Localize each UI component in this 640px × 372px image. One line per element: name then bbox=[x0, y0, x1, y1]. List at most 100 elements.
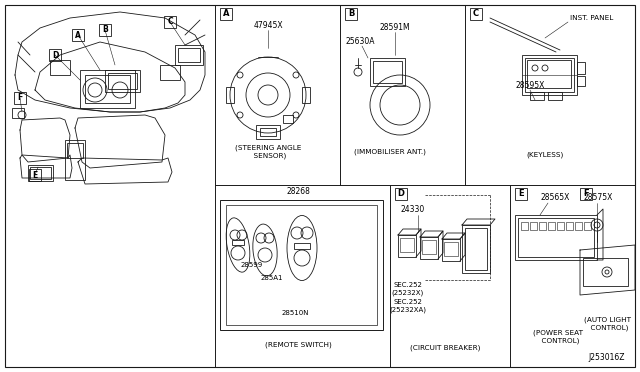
Bar bbox=[29, 169, 41, 181]
Bar bbox=[232, 240, 244, 245]
Bar bbox=[522, 55, 577, 95]
Text: A: A bbox=[223, 10, 229, 19]
Bar bbox=[580, 188, 592, 200]
Bar bbox=[283, 115, 293, 123]
Bar bbox=[525, 58, 574, 92]
Bar bbox=[395, 188, 407, 200]
Text: E: E bbox=[518, 189, 524, 199]
Bar bbox=[14, 92, 26, 104]
Bar bbox=[548, 222, 555, 230]
Bar bbox=[72, 29, 84, 41]
Text: (AUTO LIGHT: (AUTO LIGHT bbox=[584, 317, 630, 323]
Text: A: A bbox=[75, 31, 81, 39]
Bar bbox=[442, 239, 460, 261]
Bar bbox=[256, 125, 280, 139]
Text: 28575X: 28575X bbox=[583, 193, 612, 202]
Bar bbox=[49, 49, 61, 61]
Text: 28591M: 28591M bbox=[380, 23, 410, 32]
Bar bbox=[80, 70, 135, 108]
Text: (CIRCUIT BREAKER): (CIRCUIT BREAKER) bbox=[410, 345, 480, 351]
Bar bbox=[105, 70, 140, 92]
Text: 47945X: 47945X bbox=[253, 20, 283, 29]
Text: SEC.252: SEC.252 bbox=[394, 299, 422, 305]
Bar bbox=[527, 60, 571, 88]
Bar bbox=[548, 92, 562, 100]
Bar bbox=[178, 48, 200, 62]
Bar bbox=[226, 87, 234, 103]
Bar bbox=[50, 60, 70, 75]
Bar bbox=[67, 143, 83, 158]
Text: D: D bbox=[397, 189, 404, 199]
Text: (IMMOBILISER ANT.): (IMMOBILISER ANT.) bbox=[354, 149, 426, 155]
Bar bbox=[577, 76, 585, 86]
Text: F: F bbox=[583, 189, 589, 199]
Text: 28510N: 28510N bbox=[281, 310, 308, 316]
Bar bbox=[575, 222, 582, 230]
Bar bbox=[345, 8, 357, 20]
Text: 24330: 24330 bbox=[401, 205, 425, 215]
Bar bbox=[108, 73, 137, 89]
Bar bbox=[444, 242, 458, 256]
Bar bbox=[302, 87, 310, 103]
Bar bbox=[175, 45, 203, 65]
Bar bbox=[515, 188, 527, 200]
Text: (STEERING ANGLE: (STEERING ANGLE bbox=[235, 145, 301, 151]
Bar bbox=[584, 222, 591, 230]
Text: (POWER SEAT: (POWER SEAT bbox=[533, 330, 583, 336]
Bar bbox=[521, 222, 528, 230]
Bar bbox=[539, 222, 546, 230]
Text: INST. PANEL: INST. PANEL bbox=[570, 15, 613, 21]
Text: 28565X: 28565X bbox=[540, 193, 570, 202]
Text: (KEYLESS): (KEYLESS) bbox=[526, 152, 564, 158]
Text: (25232XA): (25232XA) bbox=[390, 307, 426, 313]
Bar bbox=[164, 16, 176, 28]
Bar bbox=[422, 240, 436, 254]
Bar bbox=[85, 75, 130, 103]
Text: SENSOR): SENSOR) bbox=[250, 153, 287, 159]
Text: (REMOTE SWITCH): (REMOTE SWITCH) bbox=[264, 342, 332, 348]
Bar bbox=[398, 235, 416, 257]
Bar bbox=[530, 92, 544, 100]
Bar bbox=[400, 238, 414, 252]
Text: D: D bbox=[52, 51, 58, 60]
Bar bbox=[294, 243, 310, 249]
Bar bbox=[160, 65, 180, 80]
Text: C: C bbox=[473, 10, 479, 19]
Bar bbox=[370, 58, 405, 86]
Bar bbox=[470, 8, 482, 20]
Text: (25232X): (25232X) bbox=[392, 290, 424, 296]
Bar bbox=[28, 165, 53, 181]
Text: 28268: 28268 bbox=[286, 187, 310, 196]
Bar bbox=[583, 258, 628, 286]
Bar bbox=[226, 205, 377, 325]
Bar bbox=[518, 218, 594, 257]
Bar bbox=[12, 108, 24, 118]
Bar bbox=[462, 225, 490, 273]
Bar bbox=[260, 128, 276, 136]
Text: 28595X: 28595X bbox=[515, 80, 545, 90]
Text: E: E bbox=[33, 170, 38, 180]
Bar bbox=[515, 215, 597, 260]
Bar bbox=[465, 228, 487, 270]
Bar bbox=[65, 140, 85, 180]
Text: SEC.252: SEC.252 bbox=[394, 282, 422, 288]
Text: CONTROL): CONTROL) bbox=[586, 325, 628, 331]
Text: CONTROL): CONTROL) bbox=[537, 338, 579, 344]
Bar bbox=[530, 222, 537, 230]
Text: F: F bbox=[17, 93, 22, 103]
Text: 28599: 28599 bbox=[241, 262, 263, 268]
Bar bbox=[420, 237, 438, 259]
Text: J253016Z: J253016Z bbox=[589, 353, 625, 362]
Text: 25630A: 25630A bbox=[345, 38, 375, 46]
Text: 285A1: 285A1 bbox=[260, 275, 284, 281]
Text: B: B bbox=[102, 26, 108, 35]
Bar bbox=[566, 222, 573, 230]
Bar bbox=[30, 167, 51, 179]
Text: C: C bbox=[167, 17, 173, 26]
Text: B: B bbox=[348, 10, 354, 19]
Bar bbox=[373, 61, 402, 83]
Bar bbox=[220, 200, 383, 330]
Bar bbox=[220, 8, 232, 20]
Bar bbox=[557, 222, 564, 230]
Bar bbox=[99, 24, 111, 36]
